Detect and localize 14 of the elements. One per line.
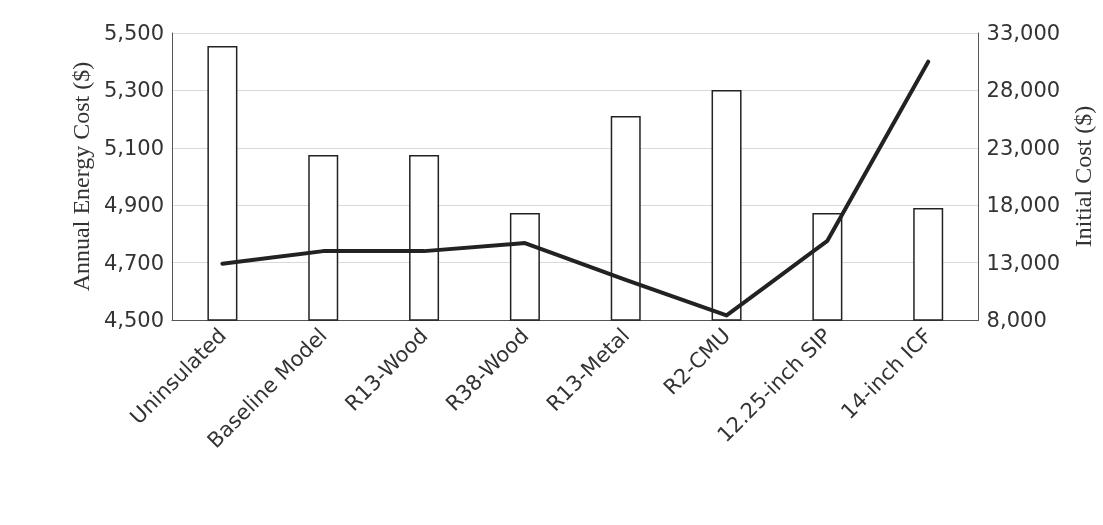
y-tick-label: 4,700 <box>103 250 164 275</box>
y2-axis-title: Initial Cost ($) <box>1070 105 1096 248</box>
y2-tick-label: 8,000 <box>986 308 1047 332</box>
y-tick-label: 5,300 <box>103 78 164 103</box>
y2-tick-label: 18,000 <box>986 193 1061 218</box>
y2-tick-label: 33,000 <box>986 21 1061 45</box>
y2-tick-label: 28,000 <box>986 78 1061 103</box>
y-tick-label: 4,500 <box>103 308 164 332</box>
y2-tick-label: 23,000 <box>986 135 1061 160</box>
y-tick-label: 4,900 <box>103 193 164 218</box>
y2-tick-label: 13,000 <box>986 250 1061 275</box>
y-axis-title: Annual Energy Cost ($) <box>67 61 94 292</box>
y-tick-label: 5,500 <box>103 21 164 45</box>
y-tick-label: 5,100 <box>103 135 164 160</box>
